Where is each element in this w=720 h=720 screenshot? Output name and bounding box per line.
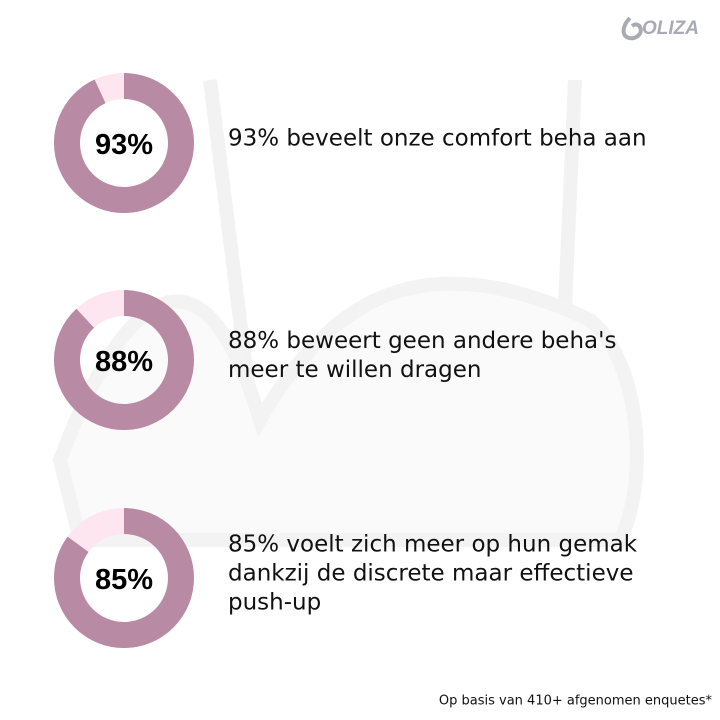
logo-icon — [621, 16, 643, 41]
stat-text: 85% voelt zich meer op hun gemak — [228, 532, 638, 558]
donut-arc — [54, 508, 194, 648]
stat-text: 93% beveelt onze comfort beha aan — [228, 126, 647, 152]
logo-text: OLIZA — [642, 18, 699, 39]
logo: OLIZA — [621, 16, 699, 41]
donut-arc — [54, 290, 194, 430]
donut-arc — [54, 73, 194, 213]
donut-label: 88% — [95, 346, 153, 378]
stats: 93% 93% beveelt onze comfort beha aan 88% 8… — [54, 73, 647, 648]
stat-text: push-up — [228, 590, 321, 616]
donut-label: 85% — [95, 564, 153, 596]
stat-text: meer te willen dragen — [228, 357, 481, 383]
donut-label: 93% — [95, 129, 153, 161]
footnote: Op basis van 410+ afgenomen enquetes* — [439, 694, 713, 709]
stat-text: 88% beweert geen andere beha's — [228, 328, 616, 354]
stat-text: dankzij de discrete maar effectieve — [228, 561, 634, 587]
